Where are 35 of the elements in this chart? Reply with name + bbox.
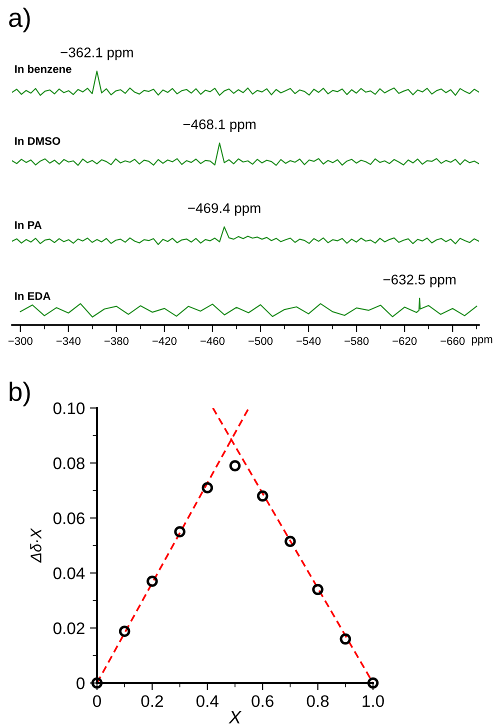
x-tick-label: 0.6 — [252, 695, 274, 708]
x-tick-label: 0.8 — [306, 695, 329, 708]
x-tick-label: −540 — [296, 337, 321, 345]
y-tick-label: 0 — [76, 677, 85, 690]
y-tick-label: 0.06 — [53, 512, 84, 524]
x-tick-label: −340 — [56, 337, 81, 345]
x-tick-label: 0 — [93, 695, 101, 708]
x-tick-label: −300 — [8, 337, 32, 345]
y-axis-title: Δδ·X — [30, 528, 42, 563]
x-tick-label: 0.4 — [196, 695, 218, 708]
x-tick-label: −620 — [392, 337, 417, 345]
x-tick-label: −460 — [200, 337, 225, 345]
y-tick-label: 0.08 — [53, 457, 84, 470]
y-tick-label: 0.10 — [53, 402, 85, 414]
annotation: −362.1 ppm — [60, 48, 133, 60]
x-tick-label: −420 — [152, 337, 177, 345]
chart-title: In DMSO — [15, 137, 60, 145]
text: b) — [10, 382, 30, 406]
y-tick-label: 0.04 — [53, 567, 85, 580]
x-axis-title: X — [228, 711, 242, 724]
x-tick-label: 0.2 — [141, 695, 163, 708]
annotation: −469.4 ppm — [188, 203, 260, 216]
text: a) — [9, 8, 30, 32]
annotation: −468.1 ppm — [183, 119, 256, 132]
chart-title: In EDA — [15, 292, 50, 300]
x-tick-label: −380 — [104, 337, 129, 345]
annotation: −632.5 ppm — [383, 274, 456, 288]
x-tick-label: 1.0 — [362, 695, 384, 708]
x-tick-label: −580 — [344, 337, 369, 345]
x-axis-title: ppm — [472, 337, 492, 346]
x-tick-label: −500 — [248, 337, 273, 345]
x-tick-label: −660 — [440, 337, 465, 345]
chart-title: In PA — [15, 221, 42, 229]
y-tick-label: 0.02 — [53, 622, 84, 634]
chart-title: In benzene — [15, 64, 72, 73]
